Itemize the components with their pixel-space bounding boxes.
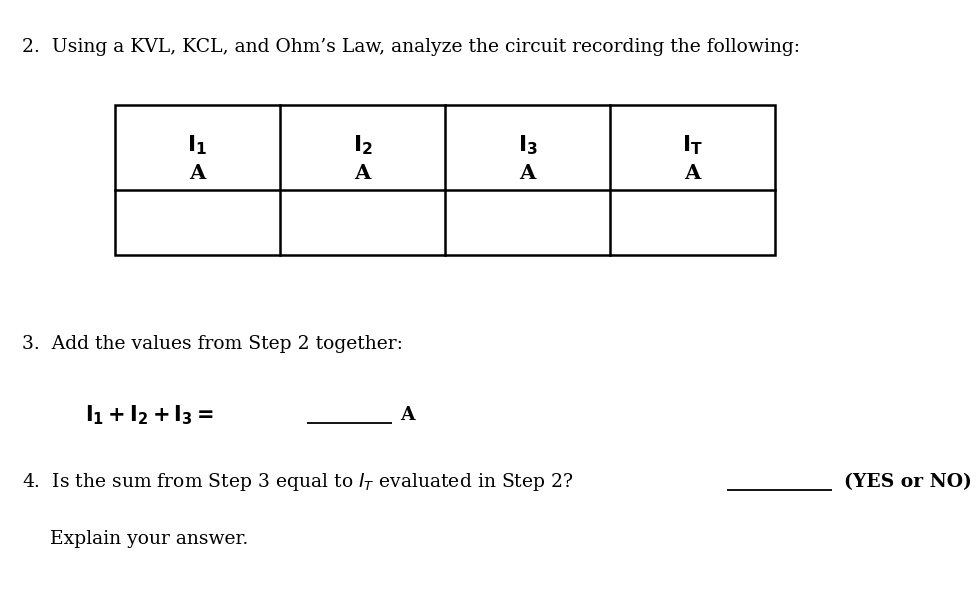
Text: (YES or NO): (YES or NO)	[844, 473, 972, 491]
Text: A: A	[519, 163, 536, 183]
Text: 3.  Add the values from Step 2 together:: 3. Add the values from Step 2 together:	[22, 335, 403, 353]
Text: $\mathbf{I_1 + I_2 + I_3 =}$: $\mathbf{I_1 + I_2 + I_3 =}$	[85, 403, 214, 427]
Text: $\mathbf{I_1}$: $\mathbf{I_1}$	[187, 133, 208, 157]
Text: A: A	[354, 163, 371, 183]
Text: 2.  Using a KVL, KCL, and Ohm’s Law, analyze the circuit recording the following: 2. Using a KVL, KCL, and Ohm’s Law, anal…	[22, 38, 800, 56]
Text: $\mathbf{I_2}$: $\mathbf{I_2}$	[352, 133, 373, 157]
Text: $\mathbf{I_3}$: $\mathbf{I_3}$	[517, 133, 538, 157]
Text: A: A	[189, 163, 206, 183]
Text: A: A	[400, 406, 415, 424]
Text: Explain your answer.: Explain your answer.	[50, 530, 248, 548]
Text: A: A	[684, 163, 701, 183]
Text: 4.  Is the sum from Step 3 equal to $I_T$ evaluated in Step 2?: 4. Is the sum from Step 3 equal to $I_T$…	[22, 471, 574, 493]
Bar	[115, 105, 775, 255]
Text: $\mathbf{I_T}$: $\mathbf{I_T}$	[682, 133, 703, 157]
